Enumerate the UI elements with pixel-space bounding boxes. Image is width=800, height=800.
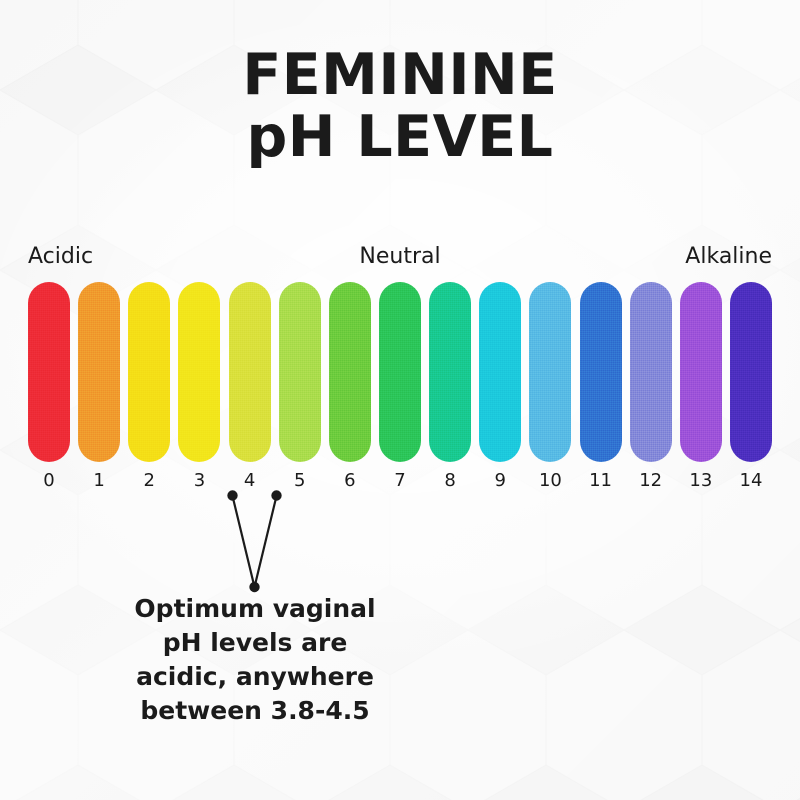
ph-strip-3 bbox=[178, 282, 221, 462]
caption-line-1: Optimum vaginal bbox=[134, 594, 376, 623]
ph-strip-13 bbox=[679, 282, 722, 462]
ph-number-12: 12 bbox=[639, 470, 663, 491]
ph-number-11: 11 bbox=[589, 470, 612, 491]
ph-number-10: 10 bbox=[538, 470, 562, 491]
ph-strip-9 bbox=[479, 282, 522, 462]
zone-label-alkaline: Alkaline bbox=[685, 244, 772, 269]
ph-strip-4 bbox=[228, 282, 271, 462]
title-line-1: FEMININE bbox=[242, 42, 558, 108]
ph-number-2: 2 bbox=[143, 470, 155, 491]
ph-strip-14 bbox=[729, 282, 772, 462]
ph-strip-10 bbox=[529, 282, 572, 462]
ph-number-8: 8 bbox=[444, 470, 456, 491]
ph-strip-2 bbox=[128, 282, 171, 462]
zone-label-neutral: Neutral bbox=[359, 244, 441, 269]
ph-number-13: 13 bbox=[689, 470, 713, 491]
caption-line-4: between 3.8-4.5 bbox=[140, 696, 370, 725]
ph-strip-11 bbox=[579, 282, 622, 462]
ph-color-scale bbox=[28, 282, 772, 462]
title-line-2: pH LEVEL bbox=[246, 104, 554, 170]
ph-number-row: 0 1 2 3 4 5 6 7 8 9 10 11 12 13 14 bbox=[28, 470, 772, 496]
ph-number-7: 7 bbox=[394, 470, 406, 491]
ph-number-1: 1 bbox=[93, 470, 105, 491]
optimum-range-pointer bbox=[200, 484, 340, 599]
zone-label-acidic: Acidic bbox=[28, 244, 94, 269]
ph-strip-6 bbox=[328, 282, 371, 462]
ph-strip-0 bbox=[28, 282, 70, 462]
ph-number-14: 14 bbox=[739, 470, 763, 491]
ph-number-9: 9 bbox=[494, 470, 506, 491]
ph-strip-8 bbox=[429, 282, 472, 462]
optimum-range-caption: Optimum vaginal pH levels are acidic, an… bbox=[90, 592, 420, 728]
ph-strip-1 bbox=[78, 282, 121, 462]
ph-number-0: 0 bbox=[43, 470, 55, 491]
ph-strip-7 bbox=[378, 282, 421, 462]
page-title: FEMININE pH LEVEL bbox=[0, 44, 800, 168]
ph-strip-5 bbox=[278, 282, 321, 462]
ph-strip-12 bbox=[629, 282, 672, 462]
caption-line-3: acidic, anywhere bbox=[136, 662, 374, 691]
zone-label-row: Acidic Neutral Alkaline bbox=[28, 243, 772, 273]
caption-line-2: pH levels are bbox=[162, 628, 348, 657]
